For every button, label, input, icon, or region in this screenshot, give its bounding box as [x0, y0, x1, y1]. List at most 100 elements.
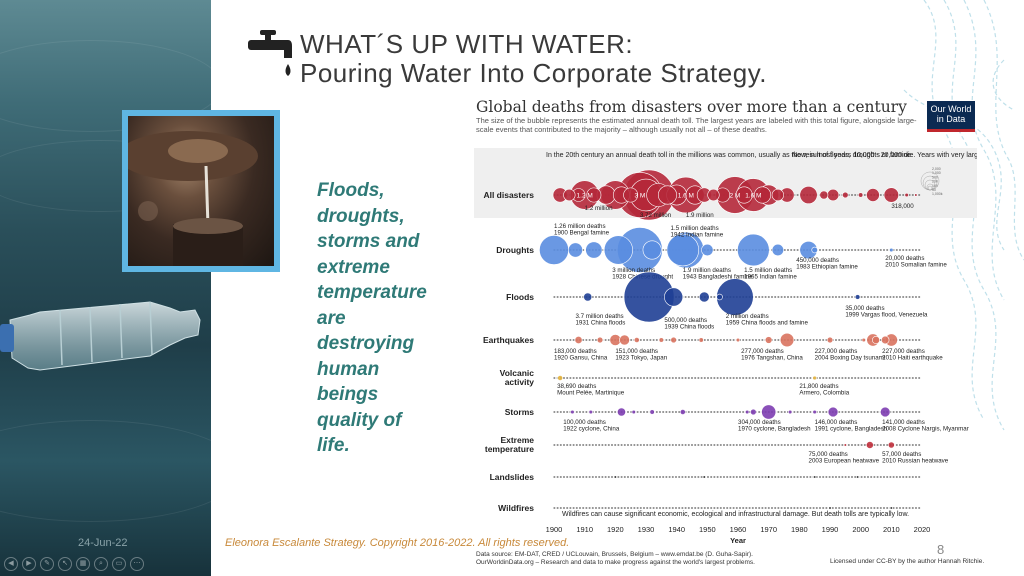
all-disasters-note-left: In the 20th century an annual death toll… [546, 152, 913, 159]
wildfires-note: Wildfires can cause significant economic… [562, 511, 909, 518]
x-tick-label-line: 2020 [914, 525, 931, 534]
x-tick-label-line: 1960 [730, 525, 747, 534]
row-label-storms: Storms [505, 407, 535, 417]
event-annotation-line: 1991 cyclone, Bangladesh [815, 426, 888, 433]
data-bubble [735, 186, 753, 204]
data-bubble [735, 337, 741, 343]
row-label-landslides-line: Landslides [490, 472, 535, 482]
x-tick-label-line: 1900 [546, 525, 563, 534]
bubble-value-label-line: 3 M [634, 193, 645, 200]
water-ripple [0, 40, 211, 132]
x-tick-label: 2000 [852, 525, 869, 534]
event-annotation-line: 2010 Somalian famine [885, 262, 947, 269]
event-annotation-line: 38,690 deaths [557, 383, 596, 390]
event-annotation: 100,000 deaths 1922 cyclone, China [563, 419, 620, 433]
event-annotation-line: 1920 Gansu, China [554, 355, 608, 362]
bubble-value-label-line: 1.6 M [745, 193, 761, 200]
event-annotation-line: 20,000 deaths [885, 255, 924, 262]
prev-icon[interactable]: ◀ [4, 557, 18, 571]
water-ripple [0, 140, 211, 212]
data-bubble [701, 243, 714, 257]
data-bubble [631, 409, 636, 415]
x-tick-label-line: 1920 [607, 525, 624, 534]
event-annotation-line: Mount Pelée, Martinique [557, 390, 625, 397]
data-bubble [586, 187, 602, 203]
event-annotation-line: 2003 European heatwave [809, 458, 880, 465]
x-tick-label: 1910 [576, 525, 593, 534]
wildfires-note-line: Wildfires can cause significant economic… [562, 511, 909, 518]
pointer-icon[interactable]: ↖ [58, 557, 72, 571]
row-label-all-disasters-line: All disasters [483, 190, 534, 200]
event-annotation-line: 21,800 deaths [799, 383, 838, 390]
event-annotation: 2 million deaths 1959 China floods and fa… [726, 313, 809, 327]
data-bubble [842, 191, 849, 199]
event-annotation-line: 141,000 deaths [882, 419, 925, 426]
data-bubble [880, 406, 891, 418]
row-label-floods-line: Floods [506, 292, 534, 302]
data-bubble [843, 443, 847, 447]
more-icon[interactable]: ⋯ [130, 557, 144, 571]
event-annotation-line: 1931 China floods [575, 320, 625, 327]
data-bubble [716, 293, 723, 301]
event-annotation: 227,000 deaths 2004 Boxing Day tsunami [815, 348, 886, 362]
row-label-volcanic-activity-line: activity [505, 377, 535, 387]
zoom-icon[interactable]: ⌕ [94, 557, 108, 571]
event-annotation: 1.26 million deaths 1900 Bengal famine [554, 223, 610, 237]
bubble-value-label: 1.6 M [745, 193, 761, 200]
row-label-volcanic-activity-line: Volcanic [500, 368, 535, 378]
slides-icon[interactable]: ▦ [76, 557, 90, 571]
event-annotation: 3.72 million [640, 212, 672, 219]
row-label-extreme-temperature: Extreme temperature [485, 435, 534, 454]
size-legend-label: 200 [932, 180, 938, 184]
subtitle-icon[interactable]: ▭ [112, 557, 126, 571]
data-bubble [883, 187, 899, 203]
size-legend-label: 1,000k [932, 192, 943, 196]
presentation-nav: ◀ ▶ ✎ ↖ ▦ ⌕ ▭ ⋯ [4, 557, 144, 571]
chart-license: Licensed under CC-BY by the author Hanna… [830, 558, 985, 565]
pouring-water-image [128, 131, 258, 266]
data-bubble [811, 246, 818, 254]
title-line-2: Pouring Water Into Corporate Strategy. [300, 58, 767, 88]
data-bubble [799, 185, 818, 205]
data-bubble [889, 247, 894, 253]
event-annotation: 183,000 deaths 1920 Gansu, China [554, 348, 608, 362]
event-annotation-line: 1922 cyclone, China [563, 426, 620, 433]
left-photo-panel: 24-Jun-22 ◀ ▶ ✎ ↖ ▦ ⌕ ▭ ⋯ [0, 0, 211, 576]
data-bubble [657, 185, 677, 205]
event-annotation: 318,000 [891, 203, 914, 210]
data-bubble [583, 292, 593, 302]
bubble-value-label: 2 M [730, 193, 741, 200]
data-bubble [779, 332, 795, 348]
event-annotation-line: 1943 Bangladeshi famine [683, 274, 753, 281]
pen-icon[interactable]: ✎ [40, 557, 54, 571]
next-icon[interactable]: ▶ [22, 557, 36, 571]
data-bubble [881, 335, 890, 345]
data-bubble [707, 188, 720, 202]
data-bubble [887, 441, 895, 449]
event-annotation-line: 1.2 million [585, 205, 613, 212]
event-annotation-line: 35,000 deaths [845, 305, 884, 312]
owid-logo: Our World in Data [927, 101, 975, 132]
data-bubble [771, 243, 784, 257]
x-tick-label-line: 1970 [760, 525, 777, 534]
data-bubble [698, 291, 710, 303]
x-axis-title-line: Year [730, 536, 746, 545]
bubble-value-label-line: 1.2 M [577, 193, 593, 200]
event-annotation: 57,000 deaths 2010 Russian heatwave [882, 451, 949, 465]
x-tick-label-line: 1990 [822, 525, 839, 534]
x-tick-label-line: 1980 [791, 525, 808, 534]
data-bubble [767, 475, 771, 479]
x-tick-label: 1950 [699, 525, 716, 534]
event-annotation-line: 1970 cyclone, Bangladesh [738, 426, 811, 433]
data-bubble [557, 375, 563, 381]
side-statement: Floods, droughts, storms and extreme tem… [317, 180, 427, 456]
data-bubble [771, 188, 784, 202]
data-bubble [854, 294, 861, 300]
data-bubble [761, 404, 777, 420]
event-annotation-line: 1.9 million [686, 212, 714, 219]
row-label-volcanic-activity: Volcanic activity [500, 368, 535, 387]
data-bubble [866, 441, 874, 449]
data-bubble [914, 193, 918, 197]
data-bubble [633, 337, 640, 343]
size-legend-label: 50 [932, 188, 936, 192]
